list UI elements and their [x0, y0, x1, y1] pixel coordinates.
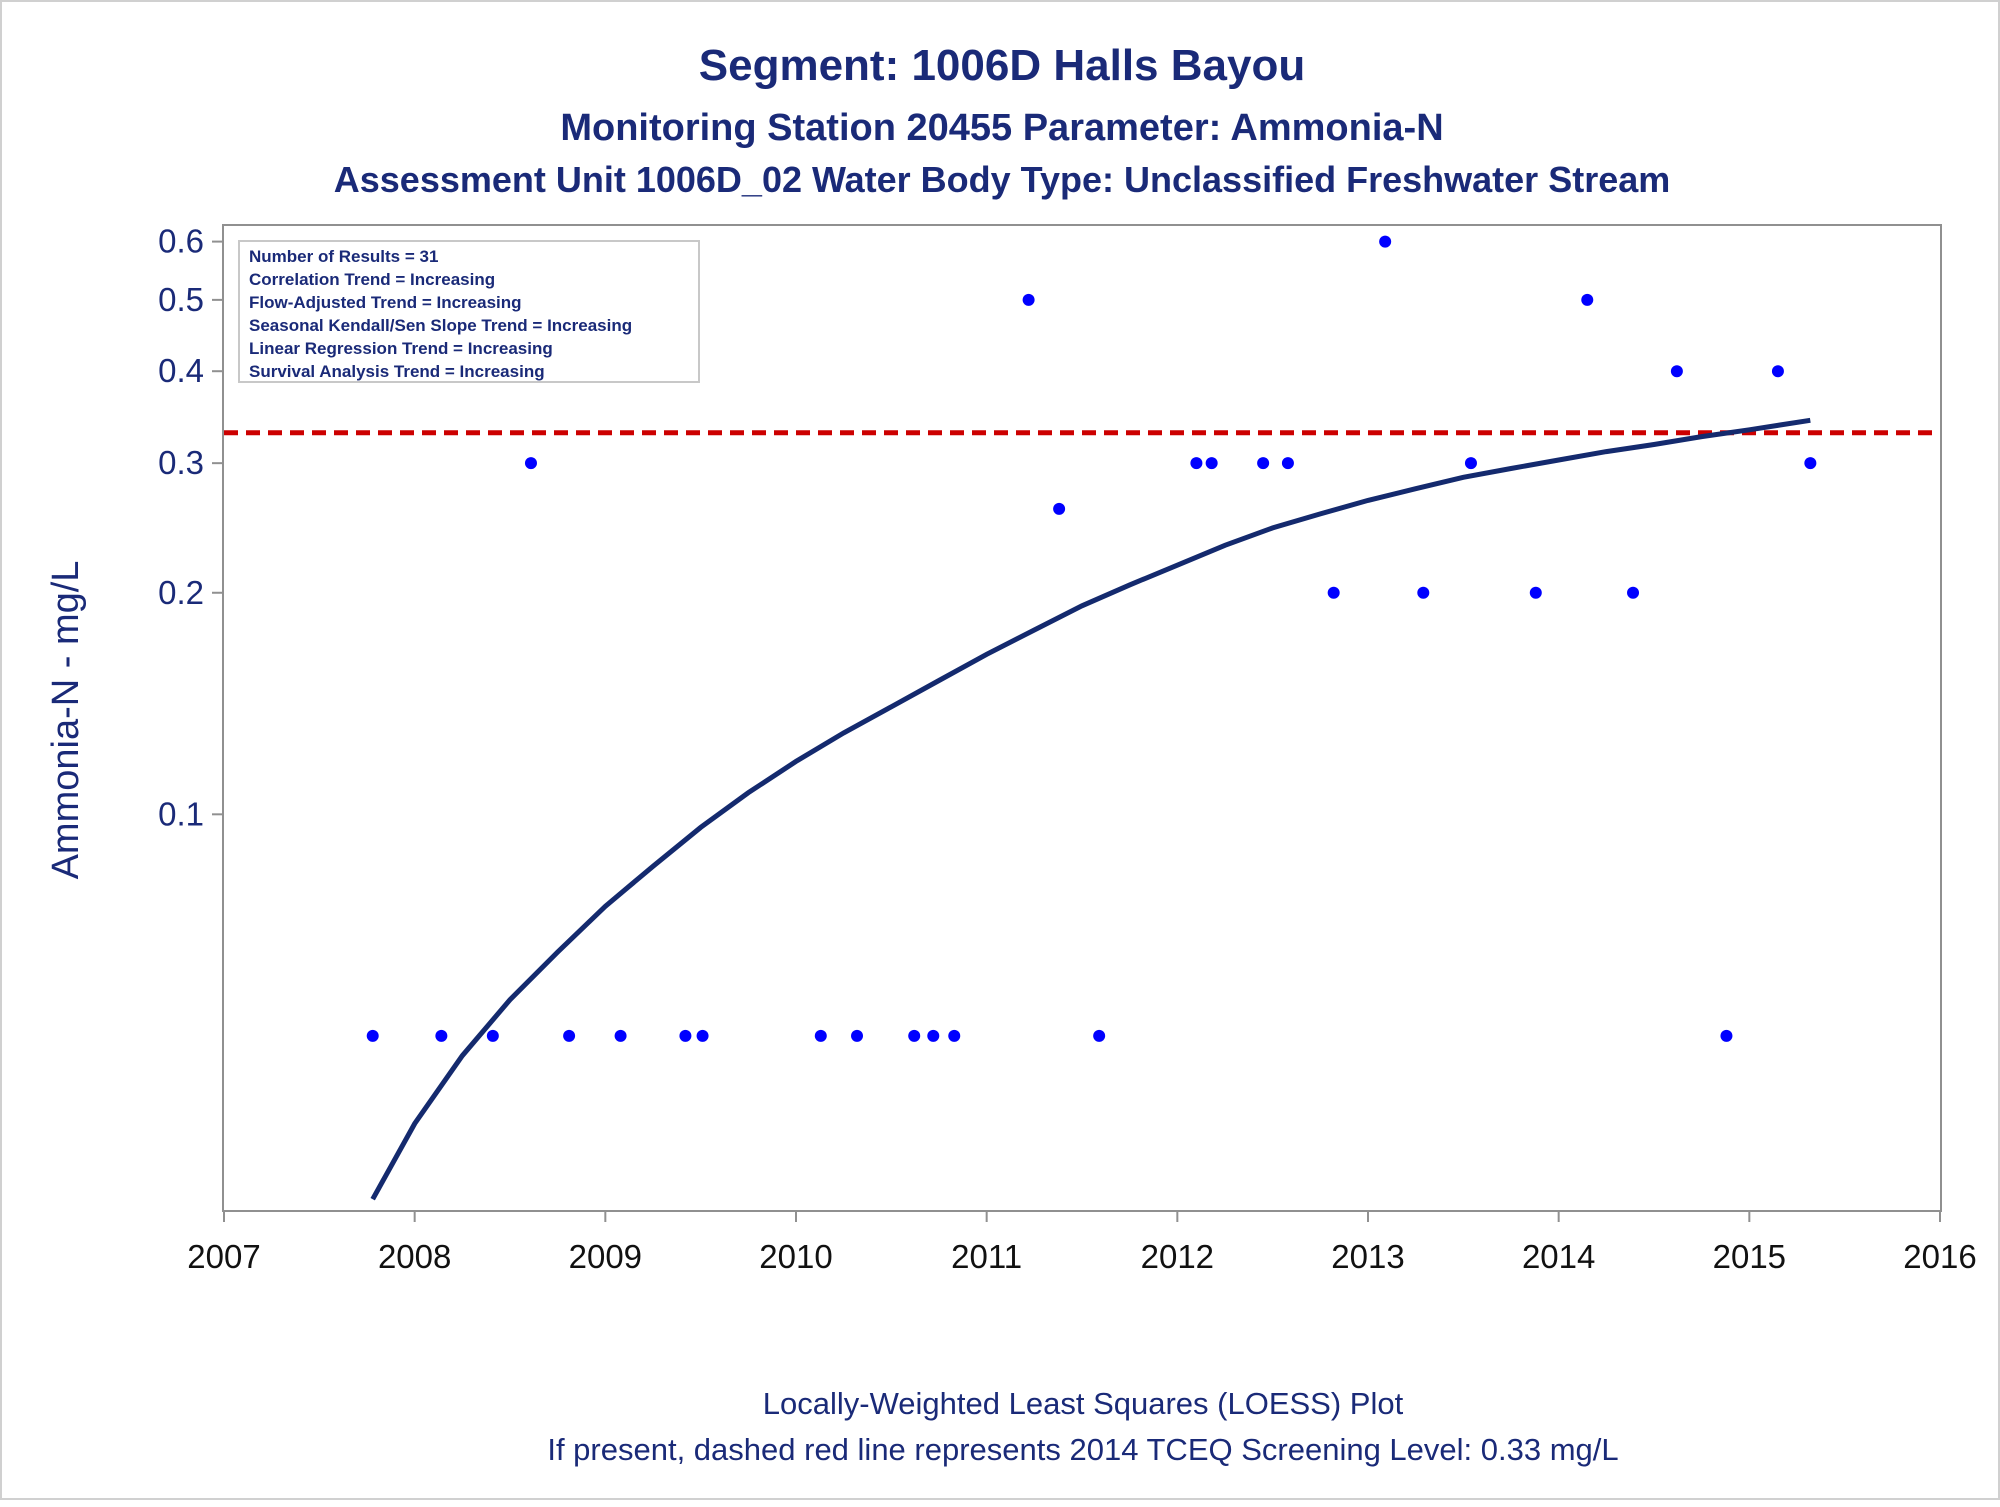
x-tick-label: 2011: [951, 1238, 1022, 1275]
data-point: [1417, 586, 1430, 599]
data-point: [563, 1029, 576, 1042]
chart-subtitle-2: Assessment Unit 1006D_02 Water Body Type…: [334, 159, 1671, 200]
x-tick-label: 2015: [1713, 1238, 1786, 1275]
data-point: [1379, 235, 1392, 248]
data-point: [1771, 365, 1784, 378]
data-point: [1053, 502, 1066, 515]
y-tick-label: 0.3: [158, 444, 204, 481]
data-point: [696, 1029, 709, 1042]
data-point: [1205, 457, 1218, 470]
stats-box: Number of Results = 31 Correlation Trend…: [238, 240, 700, 383]
chart-title: Segment: 1006D Halls Bayou: [699, 41, 1305, 90]
x-tick-label: 2008: [378, 1238, 451, 1275]
loess-curve: [370, 417, 1811, 1201]
y-tick-label: 0.2: [158, 574, 204, 611]
data-point: [1257, 457, 1270, 470]
stats-box-frame: [238, 240, 700, 383]
y-axis: 0.1 0.2 0.3 0.4 0.5 0.6: [158, 223, 224, 832]
data-point: [614, 1029, 627, 1042]
data-point: [679, 1029, 692, 1042]
y-tick-label: 0.6: [158, 223, 204, 260]
data-point: [1670, 365, 1683, 378]
data-point: [1093, 1029, 1106, 1042]
data-point: [1627, 586, 1640, 599]
y-tick-label: 0.1: [158, 795, 204, 832]
chart-subtitle: Monitoring Station 20455 Parameter: Ammo…: [560, 107, 1443, 149]
y-axis-label: Ammonia-N - mg/L: [45, 561, 87, 880]
x-axis: 2007 2008 2009 2010 2011 2012 2013 2014 2015 2016: [187, 1210, 1977, 1275]
stats-line: Linear Regression Trend = Increasing: [249, 339, 553, 358]
y-tick-label: 0.5: [158, 281, 204, 318]
x-tick-label: 2014: [1522, 1238, 1595, 1275]
x-tick-label: 2009: [569, 1238, 642, 1275]
stats-line: Flow-Adjusted Trend = Increasing: [249, 293, 522, 312]
data-point: [1281, 457, 1294, 470]
data-point: [366, 1029, 379, 1042]
x-tick-label: 2007: [187, 1238, 260, 1275]
x-tick-label: 2016: [1903, 1238, 1976, 1275]
x-tick-label: 2012: [1141, 1238, 1214, 1275]
data-point: [524, 457, 537, 470]
data-point: [1464, 457, 1477, 470]
data-point: [908, 1029, 921, 1042]
data-point: [1581, 293, 1594, 306]
data-point: [948, 1029, 961, 1042]
data-points: [366, 235, 1817, 1042]
plot-area: [222, 224, 1942, 1212]
x-tick-label: 2013: [1331, 1238, 1404, 1275]
data-point: [927, 1029, 940, 1042]
data-point: [1327, 586, 1340, 599]
x-tick-label: 2010: [759, 1238, 832, 1275]
data-point: [1720, 1029, 1733, 1042]
footnote-2: If present, dashed red line represents 2…: [547, 1432, 1618, 1467]
data-point: [1022, 293, 1035, 306]
data-point: [435, 1029, 448, 1042]
data-point: [814, 1029, 827, 1042]
stats-line: Correlation Trend = Increasing: [249, 270, 495, 289]
data-point: [1190, 457, 1203, 470]
data-point: [851, 1029, 864, 1042]
stats-line: Number of Results = 31: [249, 247, 438, 266]
data-point: [1529, 586, 1542, 599]
stats-line: Survival Analysis Trend = Increasing: [249, 362, 545, 381]
stats-line: Seasonal Kendall/Sen Slope Trend = Incre…: [249, 316, 632, 335]
y-tick-label: 0.4: [158, 352, 204, 389]
footnote-1: Locally-Weighted Least Squares (LOESS) P…: [763, 1386, 1404, 1421]
data-point: [1804, 457, 1817, 470]
data-point: [486, 1029, 499, 1042]
